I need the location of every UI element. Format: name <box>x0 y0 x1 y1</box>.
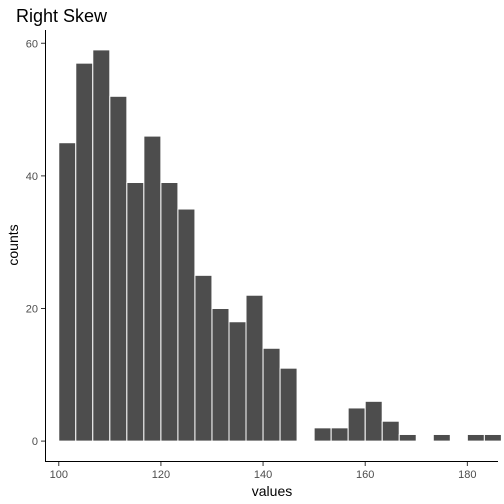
histogram-bar <box>432 433 451 442</box>
histogram-bar <box>262 347 281 442</box>
y-tick-label: 60 <box>26 38 38 50</box>
histogram-bar <box>364 400 383 442</box>
histogram-bar <box>466 433 485 442</box>
y-tick-label: 20 <box>26 303 38 315</box>
x-axis-title: values <box>252 483 292 499</box>
histogram-bar <box>398 433 417 442</box>
y-axis-title: counts <box>5 224 21 265</box>
chart-title: Right Skew <box>16 6 108 26</box>
y-tick-label: 40 <box>26 171 38 183</box>
y-tick-label: 0 <box>32 436 38 448</box>
histogram-bar <box>194 274 213 442</box>
histogram-bar <box>347 407 366 442</box>
histogram-bar <box>330 427 349 442</box>
histogram-bar <box>177 208 196 442</box>
histogram-bar <box>381 420 400 442</box>
histogram-bar <box>228 321 247 442</box>
x-tick-label: 100 <box>50 469 68 481</box>
x-tick-label: 160 <box>356 469 374 481</box>
x-tick-label: 180 <box>458 469 476 481</box>
histogram-bar <box>245 294 264 442</box>
histogram-bar <box>313 427 332 442</box>
x-tick-label: 140 <box>254 469 272 481</box>
histogram-bar <box>279 367 298 442</box>
x-ticks-group: 100 120 140 160 180 <box>50 462 477 481</box>
histogram-bar <box>160 182 179 442</box>
histogram-bar <box>75 62 94 442</box>
bars-group <box>58 49 502 442</box>
histogram-bar <box>211 307 230 442</box>
histogram-bar <box>143 135 162 442</box>
y-ticks-group: 0 20 40 60 <box>26 38 45 448</box>
histogram-bar <box>92 49 111 442</box>
histogram-bar <box>109 95 128 442</box>
histogram-bar <box>58 142 77 442</box>
histogram-bar <box>126 182 145 442</box>
histogram-bar <box>483 433 502 442</box>
x-tick-label: 120 <box>152 469 170 481</box>
